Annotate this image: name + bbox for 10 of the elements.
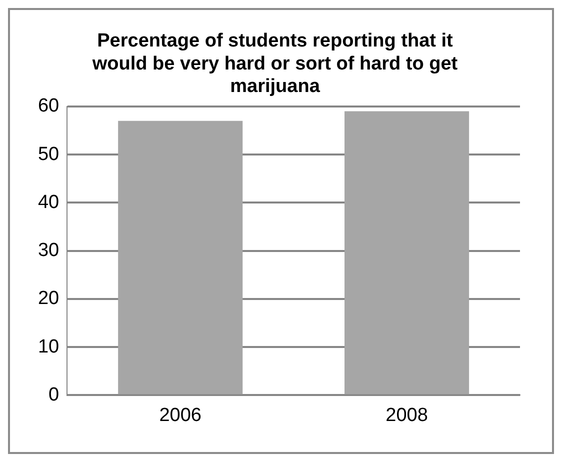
x-tick-label: 2008 — [386, 404, 428, 426]
y-tick-label: 30 — [38, 240, 60, 262]
chart-title: Percentage of students reporting that it would be very hard or sort of hard to get marijuana — [91, 30, 458, 98]
y-tick-label: 0 — [48, 384, 60, 406]
x-tick-label: 2006 — [159, 404, 202, 426]
y-tick-label: 60 — [38, 96, 60, 117]
y-tick-label: 10 — [38, 336, 60, 358]
y-tick-label: 50 — [38, 144, 60, 165]
y-tick-label: 20 — [38, 288, 60, 310]
y-tick-label: 40 — [38, 192, 60, 213]
